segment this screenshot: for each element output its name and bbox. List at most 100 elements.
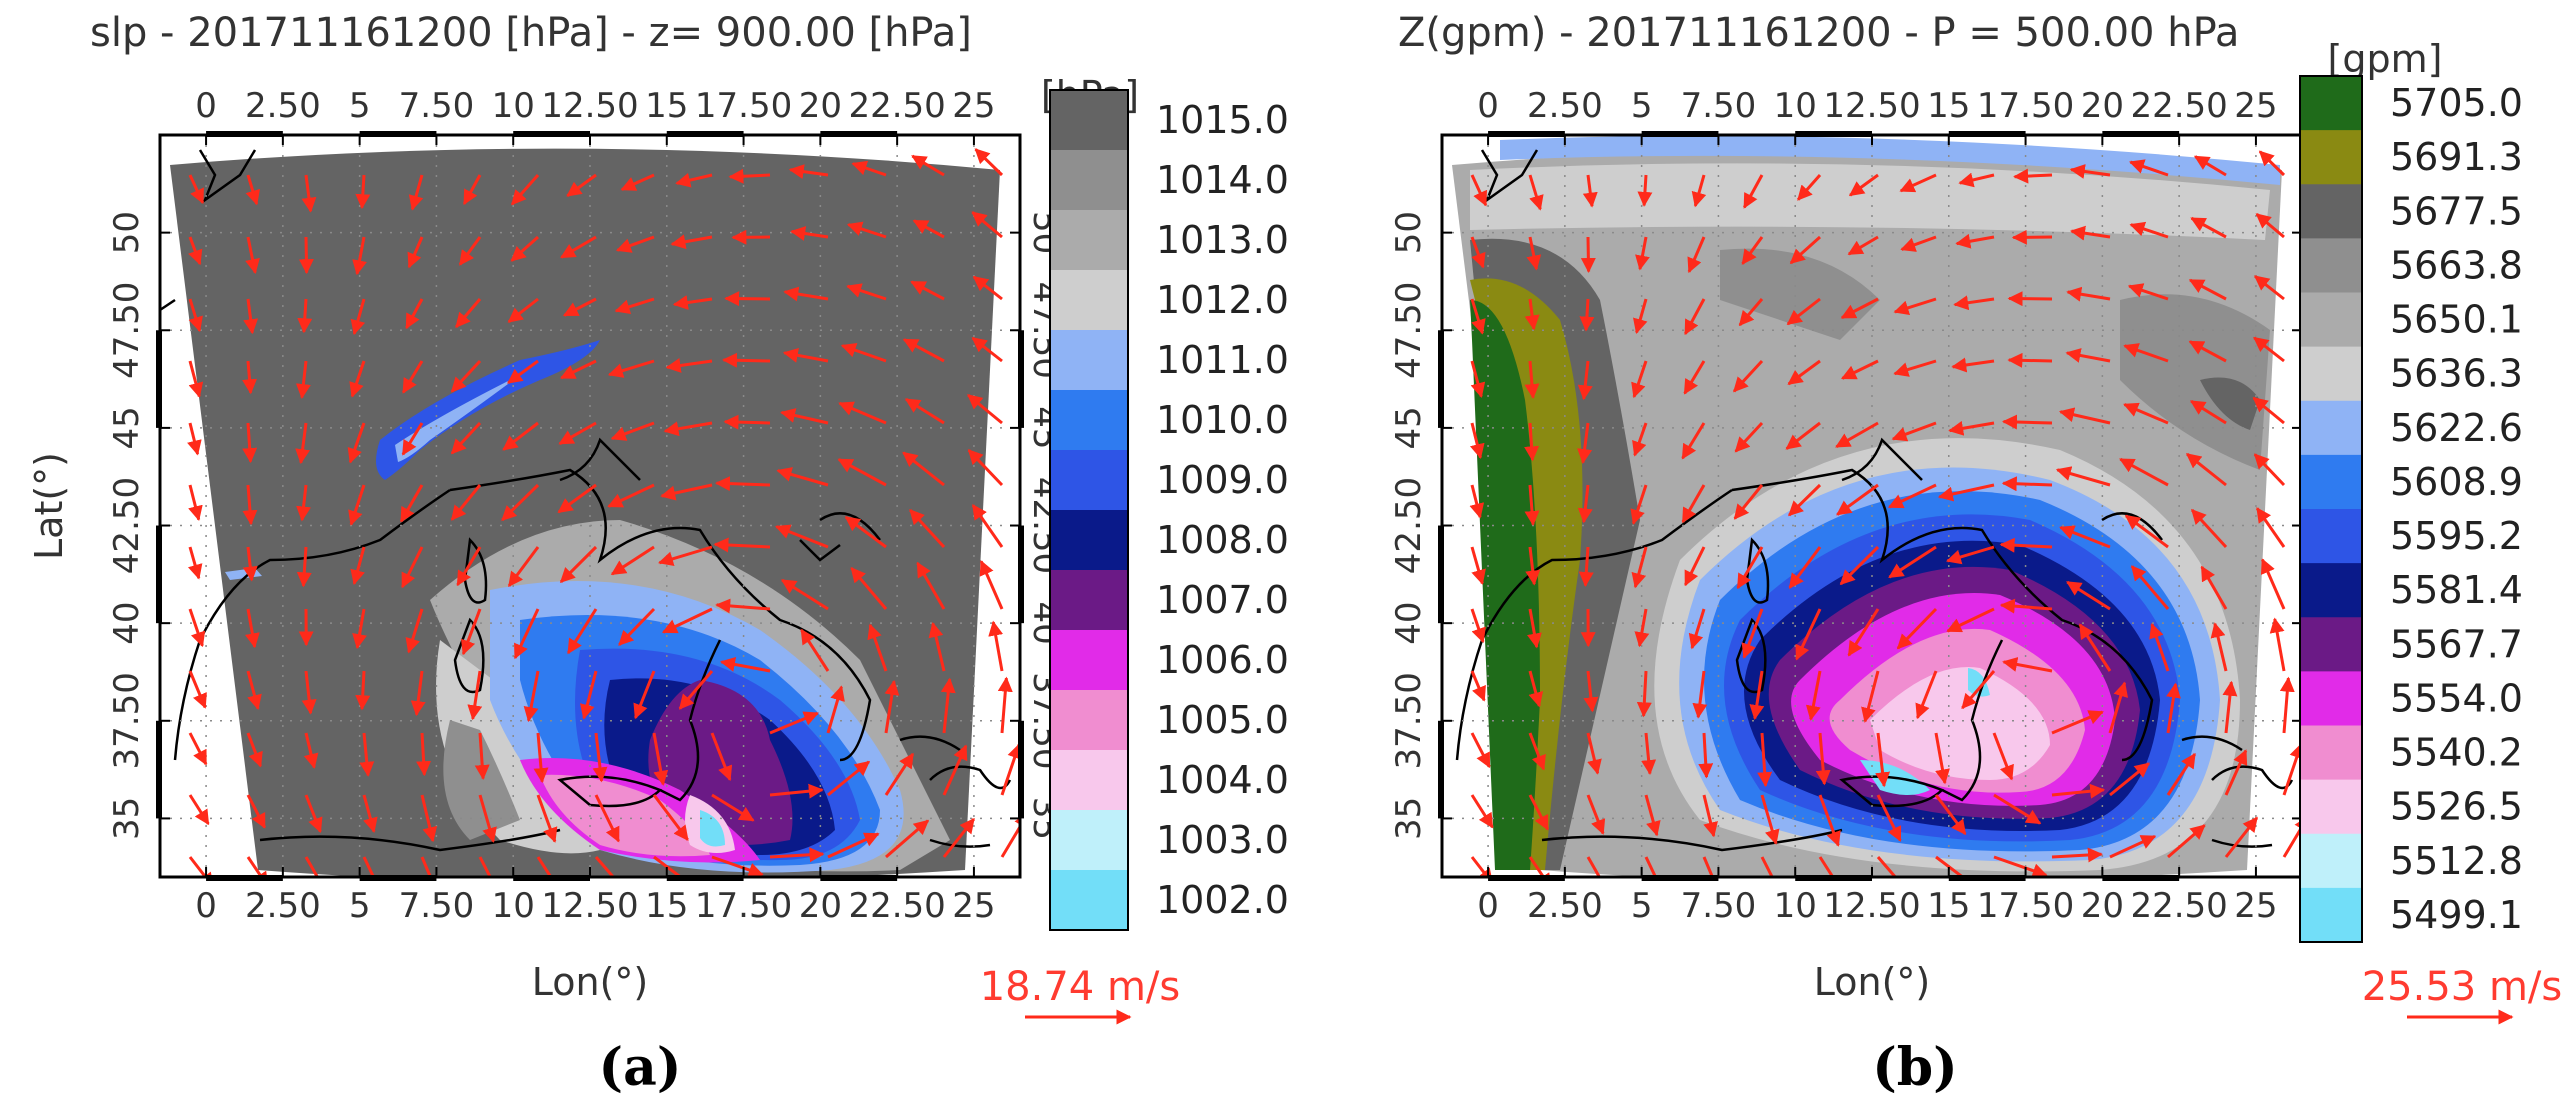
colorbar-swatch	[1050, 630, 1128, 691]
colorbar-label: 1006.0	[1156, 638, 1289, 682]
x-tick-label-bottom: 20	[799, 886, 842, 926]
axis-bar-left	[156, 330, 162, 428]
panel-a-xlabel: Lon(°)	[532, 960, 649, 1004]
colorbar-swatch	[1050, 510, 1128, 571]
colorbar-label: 1004.0	[1156, 758, 1289, 802]
axis-bar-bottom	[820, 875, 897, 881]
x-tick-label-top: 17.50	[695, 86, 792, 126]
colorbar-label: 5677.5	[2390, 189, 2523, 233]
colorbar-label: 5512.8	[2390, 839, 2523, 883]
wind-vector	[1644, 175, 1646, 205]
y-tick-label-left: 45	[107, 406, 147, 449]
colorbar-label: 5622.6	[2390, 406, 2523, 450]
x-tick-label-top: 17.50	[1977, 86, 2074, 126]
x-tick-label-bottom: 5	[349, 886, 371, 926]
y-tick-label-left: 50	[1389, 211, 1429, 254]
x-tick-label-top: 12.50	[541, 86, 638, 126]
x-tick-label-top: 7.50	[399, 86, 475, 126]
colorbar-swatch	[1050, 450, 1128, 511]
y-tick-label-left: 42.50	[1389, 477, 1429, 574]
x-tick-label-bottom: 10	[492, 886, 535, 926]
axis-bar-bottom	[513, 875, 590, 881]
x-tick-label-bottom: 22.50	[2130, 886, 2227, 926]
panel-b-map	[1442, 135, 2308, 902]
x-tick-label-bottom: 15	[645, 886, 688, 926]
panel-b: Z(gpm) - 201711161200 - P = 500.00 hPa	[1389, 10, 2562, 1098]
y-tick-label-left: 50	[107, 211, 147, 254]
axis-bar-right	[1018, 526, 1024, 624]
colorbar-label: 5650.1	[2390, 298, 2523, 342]
colorbar-swatch	[2300, 293, 2362, 348]
axis-bar-bottom	[1795, 875, 1872, 881]
colorbar-swatch	[1050, 690, 1128, 751]
axis-bar-bottom	[1642, 875, 1719, 881]
axis-bar-top	[513, 131, 590, 137]
x-tick-label-bottom: 17.50	[1977, 886, 2074, 926]
x-tick-label-bottom: 7.50	[399, 886, 475, 926]
wind-vector	[2015, 175, 2052, 177]
axis-bar-right	[1018, 721, 1024, 819]
wind-vector	[723, 360, 770, 361]
colorbar-swatch	[2300, 834, 2362, 889]
x-tick-label-bottom: 25	[952, 886, 995, 926]
colorbar-swatch	[2300, 617, 2362, 672]
colorbar-label: 1002.0	[1156, 878, 1289, 922]
colorbar-label: 1007.0	[1156, 578, 1289, 622]
x-tick-label-top: 0	[195, 86, 217, 126]
panel-a: slp - 201711161200 [hPa] - z= 900.00 [hP…	[27, 10, 1289, 1098]
y-tick-label-left: 37.50	[1389, 672, 1429, 769]
colorbar-swatch	[2300, 184, 2362, 239]
colorbar-swatch	[1050, 210, 1128, 271]
wind-vector	[362, 671, 364, 709]
x-tick-label-top: 22.50	[848, 86, 945, 126]
colorbar-label: 1012.0	[1156, 278, 1289, 322]
axis-bar-top	[1795, 131, 1872, 137]
colorbar-label: 1013.0	[1156, 218, 1289, 262]
colorbar-label: 1005.0	[1156, 698, 1289, 742]
x-tick-label-bottom: 0	[1477, 886, 1499, 926]
axis-bar-top	[1949, 131, 2026, 137]
axis-bar-left	[1438, 526, 1444, 624]
axis-bar-right	[1018, 330, 1024, 428]
colorbar-swatch	[2300, 76, 2362, 131]
colorbar-label: 1010.0	[1156, 398, 1289, 442]
wind-vector	[1586, 299, 1588, 330]
y-tick-label-left: 40	[1389, 602, 1429, 645]
wind-vector	[1588, 237, 1589, 271]
wind-vector	[304, 299, 306, 332]
x-tick-label-top: 15	[1927, 86, 1970, 126]
x-tick-label-bottom: 15	[1927, 886, 1970, 926]
wind-vector	[725, 422, 770, 423]
x-tick-label-top: 5	[349, 86, 371, 126]
colorbar-swatch	[1050, 330, 1128, 391]
axis-bar-top	[206, 131, 283, 137]
y-tick-label-left: 47.50	[1389, 282, 1429, 379]
panel-b-colorbar: 5705.05691.35677.55663.85650.15636.35622…	[2300, 76, 2523, 943]
y-tick-label-left: 45	[1389, 406, 1429, 449]
x-tick-label-top: 12.50	[1823, 86, 1920, 126]
wind-vector	[2004, 422, 2052, 423]
panel-b-title: Z(gpm) - 201711161200 - P = 500.00 hPa	[1398, 10, 2239, 56]
x-tick-label-bottom: 2.50	[245, 886, 321, 926]
wind-vector	[716, 483, 770, 485]
panel-b-xlabel: Lon(°)	[1814, 960, 1931, 1004]
colorbar-swatch	[2300, 130, 2362, 185]
colorbar-label: 1014.0	[1156, 158, 1289, 202]
colorbar-swatch	[1050, 750, 1128, 811]
colorbar-swatch	[1050, 270, 1128, 331]
axis-bar-top	[667, 131, 744, 137]
x-tick-label-bottom: 20	[2081, 886, 2124, 926]
colorbar-label: 5499.1	[2390, 893, 2523, 937]
colorbar-swatch	[2300, 780, 2362, 835]
colorbar-swatch	[2300, 347, 2362, 402]
colorbar-swatch	[2300, 238, 2362, 293]
colorbar-swatch	[1050, 870, 1128, 931]
colorbar-swatch	[2300, 455, 2362, 510]
colorbar-label: 5540.2	[2390, 731, 2523, 775]
x-tick-label-top: 0	[1477, 86, 1499, 126]
axis-bar-left	[156, 721, 162, 819]
colorbar-label: 5608.9	[2390, 460, 2523, 504]
x-tick-label-top: 15	[645, 86, 688, 126]
colorbar-label: 1003.0	[1156, 818, 1289, 862]
colorbar-label: 5691.3	[2390, 135, 2523, 179]
